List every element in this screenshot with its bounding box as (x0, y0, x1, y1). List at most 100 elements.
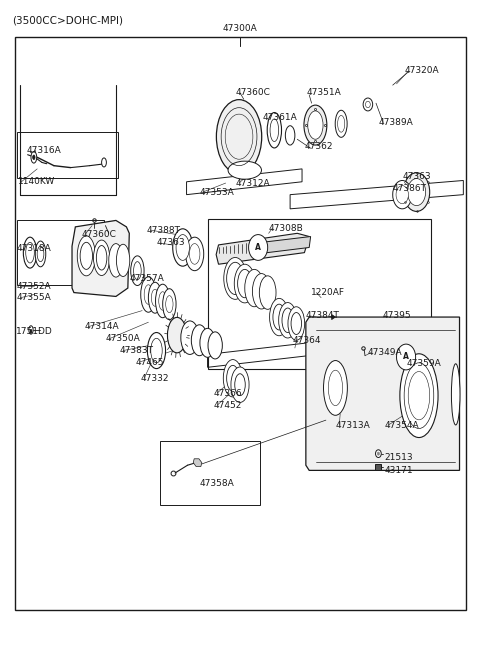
Ellipse shape (363, 98, 372, 111)
Ellipse shape (227, 366, 239, 391)
Ellipse shape (223, 360, 242, 397)
Ellipse shape (109, 244, 123, 277)
Ellipse shape (377, 452, 380, 455)
Text: 47395: 47395 (382, 311, 411, 320)
Text: 47383T: 47383T (120, 346, 154, 355)
Ellipse shape (80, 243, 93, 269)
Ellipse shape (208, 332, 222, 359)
Ellipse shape (151, 338, 162, 363)
Ellipse shape (144, 285, 153, 304)
Ellipse shape (181, 321, 199, 355)
Ellipse shape (151, 289, 159, 306)
Bar (17, 221, 104, 285)
Text: 47352A: 47352A (17, 281, 51, 291)
Ellipse shape (291, 313, 301, 334)
Text: 47384T: 47384T (306, 311, 340, 320)
Ellipse shape (270, 119, 279, 142)
Text: 47388T: 47388T (147, 226, 181, 235)
Text: 47312A: 47312A (235, 179, 270, 188)
Ellipse shape (147, 333, 166, 369)
Ellipse shape (337, 115, 345, 132)
Ellipse shape (96, 246, 107, 270)
Ellipse shape (400, 354, 438, 437)
Text: A: A (255, 243, 261, 252)
Ellipse shape (234, 264, 255, 303)
Ellipse shape (30, 329, 32, 333)
Ellipse shape (282, 308, 293, 333)
Ellipse shape (235, 374, 245, 396)
Text: 47350A: 47350A (106, 334, 140, 344)
Ellipse shape (270, 298, 288, 336)
Ellipse shape (26, 243, 34, 263)
Polygon shape (306, 317, 459, 470)
Polygon shape (257, 237, 311, 254)
Text: 43171: 43171 (384, 466, 413, 475)
Ellipse shape (245, 269, 264, 307)
Text: 47300A: 47300A (223, 24, 257, 33)
Bar (160, 441, 260, 505)
Ellipse shape (267, 113, 281, 148)
Text: 47363: 47363 (402, 172, 431, 181)
Ellipse shape (231, 367, 249, 402)
Ellipse shape (252, 274, 271, 309)
Text: 47360C: 47360C (82, 230, 117, 239)
Text: 47318A: 47318A (17, 245, 51, 253)
Ellipse shape (200, 328, 215, 357)
Ellipse shape (216, 100, 262, 173)
Text: 47314A: 47314A (85, 322, 120, 331)
Ellipse shape (173, 229, 193, 266)
Text: 47465: 47465 (136, 358, 165, 367)
Circle shape (249, 235, 268, 260)
Text: 47320A: 47320A (405, 67, 439, 76)
Text: 47332: 47332 (141, 374, 169, 383)
Ellipse shape (33, 155, 35, 160)
Ellipse shape (228, 161, 262, 179)
Text: 47364: 47364 (292, 336, 321, 345)
Text: 47386T: 47386T (393, 184, 427, 193)
Ellipse shape (35, 241, 46, 267)
Ellipse shape (308, 111, 323, 139)
Ellipse shape (393, 181, 412, 209)
Ellipse shape (365, 101, 370, 107)
Text: 47351A: 47351A (307, 89, 342, 97)
Text: 47362: 47362 (304, 142, 333, 151)
Ellipse shape (375, 450, 381, 457)
Circle shape (396, 344, 416, 370)
Polygon shape (72, 221, 129, 296)
Ellipse shape (279, 303, 297, 338)
Ellipse shape (192, 325, 207, 356)
Bar (15, 37, 466, 610)
Ellipse shape (238, 269, 252, 298)
Ellipse shape (168, 318, 187, 353)
Ellipse shape (227, 262, 244, 294)
Text: 47358A: 47358A (199, 479, 234, 488)
Ellipse shape (288, 307, 305, 340)
Text: 47308B: 47308B (269, 224, 303, 233)
Text: 47354A: 47354A (384, 421, 419, 430)
Text: (3500CC>DOHC-MPI): (3500CC>DOHC-MPI) (12, 16, 123, 26)
Text: 47349A: 47349A (368, 348, 403, 357)
Ellipse shape (285, 126, 295, 145)
Text: 47363: 47363 (156, 239, 185, 247)
Ellipse shape (166, 296, 173, 313)
Text: 1220AF: 1220AF (311, 288, 345, 297)
Polygon shape (216, 234, 309, 264)
Bar (17, 131, 118, 178)
Ellipse shape (24, 237, 36, 268)
Text: 47313A: 47313A (336, 421, 370, 430)
Text: 47355A: 47355A (17, 293, 51, 302)
Text: 21513: 21513 (384, 453, 413, 462)
Ellipse shape (141, 277, 156, 313)
Ellipse shape (404, 173, 430, 212)
Ellipse shape (116, 245, 130, 276)
Ellipse shape (131, 256, 144, 285)
Text: 47316A: 47316A (26, 146, 61, 155)
Text: 1140KW: 1140KW (18, 177, 55, 186)
Ellipse shape (259, 276, 276, 309)
Ellipse shape (102, 158, 107, 167)
Text: 47359A: 47359A (406, 359, 441, 368)
Ellipse shape (335, 110, 347, 137)
Text: 47360C: 47360C (235, 89, 270, 97)
Ellipse shape (156, 284, 170, 318)
Ellipse shape (324, 360, 348, 415)
